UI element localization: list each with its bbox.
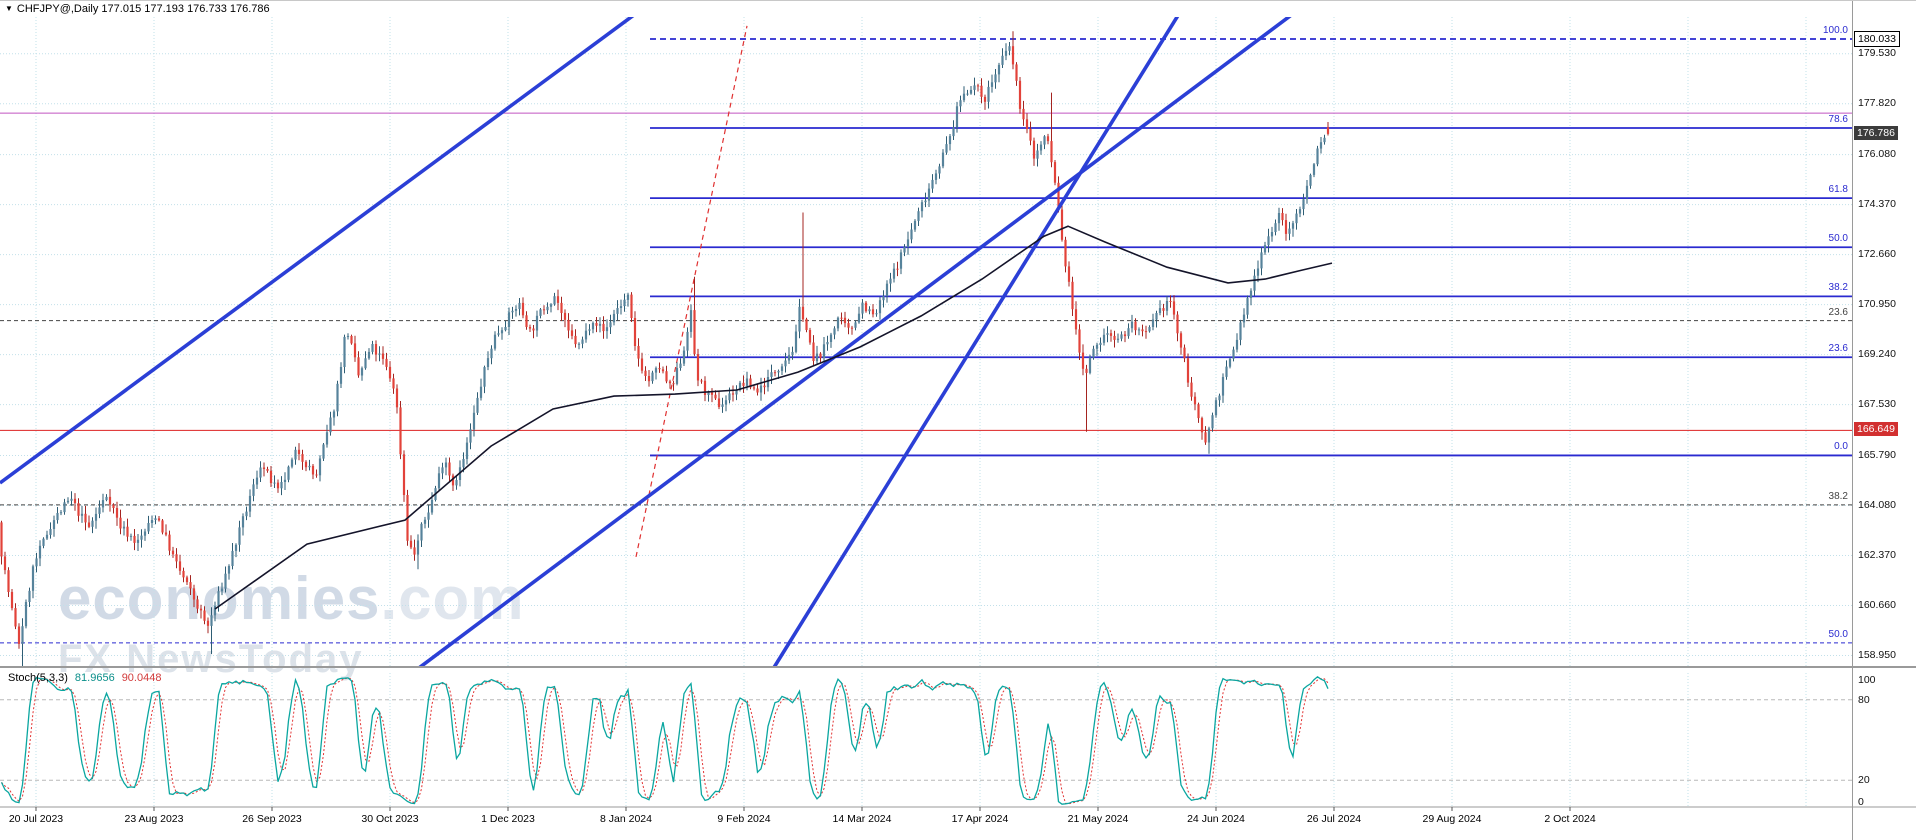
stoch-d-line	[1, 677, 1329, 805]
horizontal-lines[interactable]	[0, 112, 1852, 431]
stoch-k-line	[0, 675, 1329, 805]
gridlines	[0, 17, 1852, 807]
candlestick-series	[0, 31, 1330, 667]
moving-average-line[interactable]	[214, 225, 1333, 610]
stoch-d-value: 90.0448	[121, 672, 162, 684]
trend-channel-lines[interactable]	[0, 1, 1326, 674]
fibonacci-retracement-lines[interactable]	[650, 38, 1852, 457]
stoch-k-value: 81.9656	[74, 672, 115, 684]
stoch-indicator-label: Stoch(5,3,3) 81.9656 90.0448	[8, 672, 161, 684]
symbol-quote-text: CHFJPY@,Daily 177.015 177.193 176.733 17…	[16, 3, 270, 15]
fibonacci-secondary-lines[interactable]	[0, 320, 1852, 644]
stoch-level-lines	[0, 699, 1852, 781]
watermark-brand-suffix: .com	[380, 565, 525, 632]
chart-dropdown-icon[interactable]: ▼	[5, 4, 13, 13]
red-dashed-trendline[interactable]	[635, 25, 748, 558]
watermark-brand-line: economies.com	[58, 569, 525, 629]
date-tick-marks	[35, 807, 1571, 811]
stoch-name: Stoch(5,3,3)	[8, 672, 68, 684]
watermark-tagline: FX NewsToday	[58, 637, 364, 681]
quote-infobar: ▼ CHFJPY@,Daily 177.015 177.193 176.733 1…	[5, 3, 270, 15]
watermark: economies.com FX NewsToday	[58, 569, 525, 681]
